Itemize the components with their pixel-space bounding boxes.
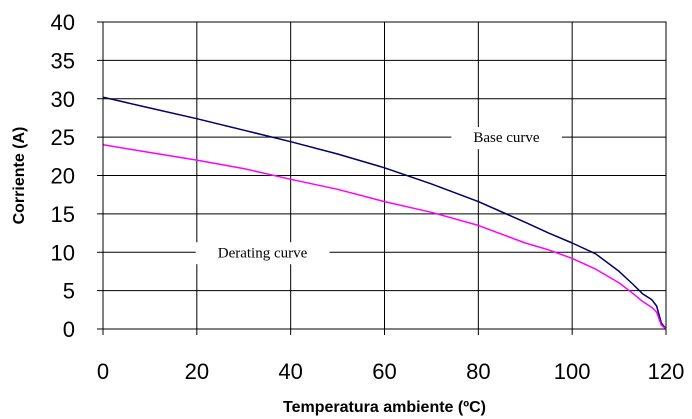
y-tick-label: 35 bbox=[51, 48, 75, 73]
y-tick-label: 0 bbox=[63, 317, 75, 342]
annotation-background bbox=[451, 127, 562, 150]
annotation-background bbox=[195, 242, 330, 265]
x-tick-label: 40 bbox=[278, 359, 302, 384]
annotation-label: Base curve bbox=[473, 130, 540, 146]
x-axis-title: Temperatura ambiente (ºC) bbox=[283, 399, 486, 416]
base-curve-line bbox=[102, 96, 667, 330]
y-tick-label: 20 bbox=[51, 164, 75, 189]
tick-labels: 0 5 10 15 20 25 30 35 40 0 20 40 60 80 100 120 bbox=[51, 10, 685, 384]
y-tick-label: 15 bbox=[51, 202, 75, 227]
x-tick-label: 100 bbox=[554, 359, 591, 384]
x-tick-label: 0 bbox=[97, 359, 109, 384]
y-tick-label: 10 bbox=[51, 240, 75, 265]
x-tick-label: 120 bbox=[648, 359, 685, 384]
grid bbox=[102, 21, 667, 330]
y-tick-label: 5 bbox=[63, 279, 75, 304]
y-tick-label: 25 bbox=[51, 125, 75, 150]
y-tick-label: 30 bbox=[51, 87, 75, 112]
derating-curve-line bbox=[102, 144, 667, 330]
axes bbox=[97, 21, 667, 335]
annotations: Base curve Derating curve bbox=[195, 127, 562, 265]
y-tick-label: 40 bbox=[51, 10, 75, 35]
annotation-label: Derating curve bbox=[218, 245, 308, 261]
y-axis-title: Corriente (A) bbox=[11, 127, 28, 225]
series bbox=[102, 96, 667, 330]
x-tick-label: 80 bbox=[466, 359, 490, 384]
x-tick-label: 20 bbox=[185, 359, 209, 384]
x-tick-label: 60 bbox=[372, 359, 396, 384]
